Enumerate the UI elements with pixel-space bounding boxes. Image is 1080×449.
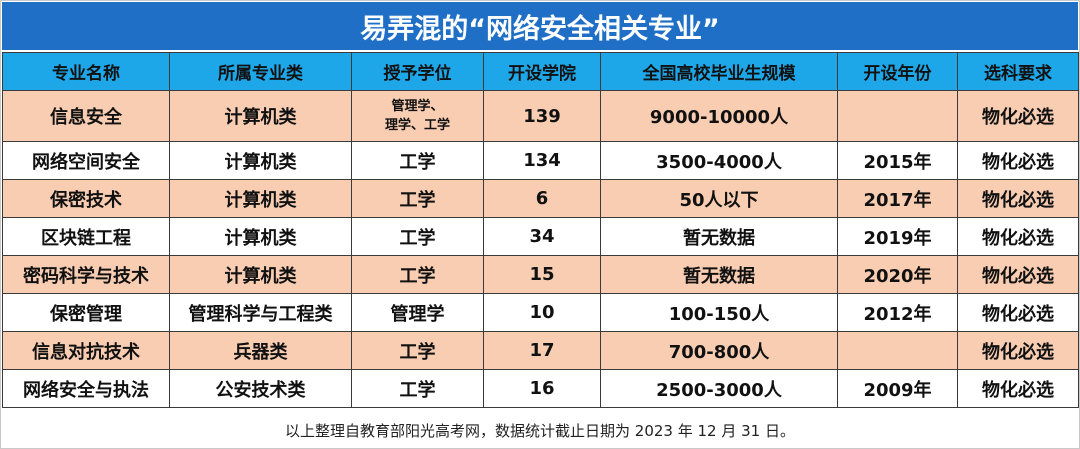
cell-subject-requirement: 物化必选 <box>957 369 1079 408</box>
table-row: 密码科学与技术 计算机类 工学 15 暂无数据 2020年 物化必选 <box>2 255 1079 294</box>
cell-graduate-scale: 700-800人 <box>600 331 838 370</box>
cell-subject-requirement: 物化必选 <box>957 331 1079 370</box>
cell-major-name: 信息对抗技术 <box>2 331 170 370</box>
cell-major-name: 保密管理 <box>2 293 170 332</box>
cell-graduate-scale: 3500-4000人 <box>600 141 838 180</box>
cell-year: 2012年 <box>837 293 958 332</box>
cell-graduate-scale: 9000-10000人 <box>600 90 838 142</box>
cell-colleges: 17 <box>483 331 601 370</box>
cell-graduate-scale: 100-150人 <box>600 293 838 332</box>
table-row: 保密管理 管理科学与工程类 管理学 10 100-150人 2012年 物化必选 <box>2 293 1079 332</box>
cell-colleges: 16 <box>483 369 601 408</box>
header-degree: 授予学位 <box>351 52 484 91</box>
table-row: 信息安全 计算机类 管理学、理学、工学 139 9000-10000人 物化必选 <box>2 90 1079 142</box>
cell-major-name: 密码科学与技术 <box>2 255 170 294</box>
cell-degree: 工学 <box>351 179 484 218</box>
header-subject-requirement: 选科要求 <box>957 52 1079 91</box>
cell-year: 2019年 <box>837 217 958 256</box>
cell-subject-requirement: 物化必选 <box>957 217 1079 256</box>
cell-degree: 工学 <box>351 255 484 294</box>
cell-subject-requirement: 物化必选 <box>957 255 1079 294</box>
cell-category: 计算机类 <box>169 90 352 142</box>
cell-subject-requirement: 物化必选 <box>957 179 1079 218</box>
table-header-row: 专业名称 所属专业类 授予学位 开设学院 全国高校毕业生规模 开设年份 选科要求 <box>2 52 1079 91</box>
cell-major-name: 网络安全与执法 <box>2 369 170 408</box>
cell-degree: 管理学 <box>351 293 484 332</box>
cell-degree-line2: 理学、工学 <box>384 118 450 133</box>
cell-subject-requirement: 物化必选 <box>957 141 1079 180</box>
cell-graduate-scale: 2500-3000人 <box>600 369 838 408</box>
cell-degree: 工学 <box>351 141 484 180</box>
cell-degree: 工学 <box>351 369 484 408</box>
cell-category: 兵器类 <box>169 331 352 370</box>
cell-colleges: 10 <box>483 293 601 332</box>
cell-degree: 工学 <box>351 217 484 256</box>
cell-category: 计算机类 <box>169 141 352 180</box>
table-row: 网络安全与执法 公安技术类 工学 16 2500-3000人 2009年 物化必… <box>2 369 1079 408</box>
cell-colleges: 134 <box>483 141 601 180</box>
table-row: 网络空间安全 计算机类 工学 134 3500-4000人 2015年 物化必选 <box>2 141 1079 180</box>
cell-year: 2017年 <box>837 179 958 218</box>
cell-year: 2020年 <box>837 255 958 294</box>
cell-year <box>837 90 958 142</box>
cell-major-name: 信息安全 <box>2 90 170 142</box>
cell-colleges: 34 <box>483 217 601 256</box>
cell-major-name: 网络空间安全 <box>2 141 170 180</box>
header-colleges: 开设学院 <box>483 52 601 91</box>
table-row: 信息对抗技术 兵器类 工学 17 700-800人 物化必选 <box>2 331 1079 370</box>
cell-category: 公安技术类 <box>169 369 352 408</box>
cell-year: 2009年 <box>837 369 958 408</box>
cell-graduate-scale: 50人以下 <box>600 179 838 218</box>
header-graduate-scale: 全国高校毕业生规模 <box>600 52 838 91</box>
cell-colleges: 139 <box>483 90 601 142</box>
majors-table: 专业名称 所属专业类 授予学位 开设学院 全国高校毕业生规模 开设年份 选科要求… <box>2 52 1079 408</box>
cell-year: 2015年 <box>837 141 958 180</box>
header-major-name: 专业名称 <box>2 52 170 91</box>
header-category: 所属专业类 <box>169 52 352 91</box>
table-row: 区块链工程 计算机类 工学 34 暂无数据 2019年 物化必选 <box>2 217 1079 256</box>
cell-category: 管理科学与工程类 <box>169 293 352 332</box>
cell-category: 计算机类 <box>169 255 352 294</box>
cell-colleges: 15 <box>483 255 601 294</box>
table-row: 保密技术 计算机类 工学 6 50人以下 2017年 物化必选 <box>2 179 1079 218</box>
cell-major-name: 保密技术 <box>2 179 170 218</box>
cell-major-name: 区块链工程 <box>2 217 170 256</box>
cell-subject-requirement: 物化必选 <box>957 90 1079 142</box>
cell-subject-requirement: 物化必选 <box>957 293 1079 332</box>
cell-degree: 管理学、 理学、工学 <box>351 90 484 142</box>
cell-category: 计算机类 <box>169 179 352 218</box>
page-title: 易弄混的“网络安全相关专业” <box>2 2 1078 50</box>
cell-graduate-scale: 暂无数据 <box>600 217 838 256</box>
cell-graduate-scale: 暂无数据 <box>600 255 838 294</box>
cell-category: 计算机类 <box>169 217 352 256</box>
cell-degree: 工学 <box>351 331 484 370</box>
cell-year <box>837 331 958 370</box>
source-footnote: 以上整理自教育部阳光高考网，数据统计截止日期为 2023 年 12 月 31 日… <box>285 421 795 440</box>
header-year: 开设年份 <box>837 52 958 91</box>
cell-degree-line1: 管理学、 <box>391 99 444 114</box>
cell-colleges: 6 <box>483 179 601 218</box>
